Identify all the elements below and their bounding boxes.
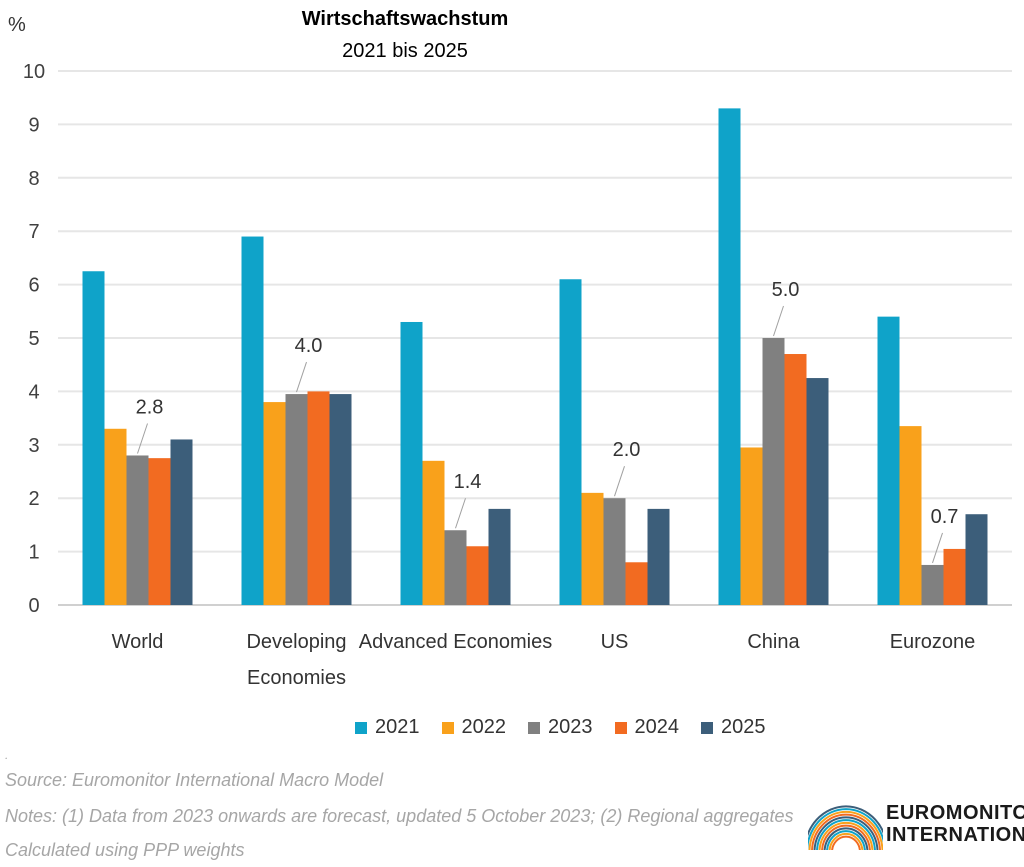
data-label: 0.7 <box>931 506 959 528</box>
legend-swatch <box>355 721 367 734</box>
logo-arc <box>806 808 886 853</box>
bar <box>126 455 149 605</box>
y-tick-label: 10 <box>23 61 45 83</box>
logo-arc-icon <box>803 805 889 853</box>
legend-item: 2025 <box>701 716 766 739</box>
x-category-label: Economies <box>247 667 346 689</box>
y-tick-label: 6 <box>28 275 39 297</box>
y-tick-label: 2 <box>28 488 39 510</box>
logo-arc <box>828 832 864 853</box>
footer-notes: Notes: (1) Data from 2023 onwards are fo… <box>5 806 794 826</box>
bar <box>444 530 467 605</box>
legend-swatch <box>701 721 713 734</box>
bar <box>921 564 944 605</box>
data-label: 4.0 <box>295 335 323 357</box>
bar <box>82 271 105 605</box>
x-category-label: China <box>747 631 800 653</box>
x-category-label: Advanced Economies <box>359 631 552 653</box>
bar <box>559 279 582 605</box>
logo-arc <box>821 824 871 853</box>
y-tick-label: 1 <box>28 542 39 564</box>
bar <box>329 394 352 605</box>
footer-calc: Calculated using PPP weights <box>5 840 245 860</box>
bar <box>263 402 286 605</box>
label-leader-line <box>137 423 148 454</box>
legend-item: 2024 <box>614 716 680 739</box>
x-category-label: Eurozone <box>890 631 976 653</box>
data-label: 1.4 <box>454 471 482 493</box>
bar <box>965 514 988 605</box>
legend-item: 2023 <box>528 716 593 739</box>
bar <box>285 394 308 605</box>
bar <box>148 458 171 605</box>
chart-title: Wirtschaftswachstum <box>301 8 509 30</box>
legend-swatch <box>614 721 627 734</box>
logo-arc <box>823 827 869 853</box>
x-category-label: World <box>112 631 164 653</box>
footer-dot: . <box>5 748 9 762</box>
label-leader-line <box>455 498 466 529</box>
logo-line1: EUROMONITOR <box>886 802 1024 824</box>
legend-item: 2022 <box>441 716 507 739</box>
bar <box>241 236 264 606</box>
label-leader-line <box>614 466 625 497</box>
bar <box>581 492 604 605</box>
bar <box>784 354 807 605</box>
x-category-label: Developing <box>246 631 346 653</box>
footer-source: Source: Euromonitor International Macro … <box>5 770 384 790</box>
y-tick-label: 5 <box>28 328 39 350</box>
legend-item: 2021 <box>355 716 420 739</box>
legend-label: 2023 <box>548 716 593 738</box>
y-tick-label: 4 <box>28 381 39 403</box>
legend-swatch <box>441 721 454 734</box>
legend-label: 2022 <box>461 716 507 738</box>
euromonitor-logo: EUROMONITOR INTERNATIONAL <box>803 800 1024 853</box>
bar <box>488 508 511 605</box>
legend-label: 2021 <box>375 716 420 738</box>
legend-swatch <box>528 721 540 734</box>
data-label: 5.0 <box>772 279 800 301</box>
data-label: 2.0 <box>613 439 641 461</box>
bar <box>740 447 763 605</box>
bar <box>466 546 489 605</box>
y-tick-label: 0 <box>28 595 39 617</box>
bar <box>718 108 741 605</box>
logo-arc <box>813 816 879 853</box>
bar <box>400 321 423 605</box>
bar <box>307 391 330 605</box>
label-leader-line <box>773 305 784 337</box>
bar <box>625 562 648 605</box>
bar-chart: 0 1 2 3 4 5 6 7 8 9 10 World Developing Economies Adva… <box>23 61 1012 689</box>
logo-arc <box>826 830 866 853</box>
logo-arc <box>831 835 861 853</box>
label-leader-line <box>932 532 943 564</box>
chart-subtitle: 2021 bis 2025 <box>342 40 468 62</box>
legend-label: 2025 <box>721 716 766 738</box>
chart-legend: 2021 2022 2023 2024 2025 <box>355 716 766 739</box>
logo-line2: INTERNATIONAL <box>886 824 1024 846</box>
bar <box>170 439 193 605</box>
legend-label: 2024 <box>634 716 680 738</box>
bar <box>899 426 922 605</box>
data-label: 2.8 <box>136 396 164 418</box>
bar <box>943 548 966 605</box>
bar <box>104 428 127 605</box>
bar <box>877 316 900 605</box>
bar <box>647 508 670 605</box>
bar <box>762 338 785 605</box>
label-leader-line <box>296 361 307 393</box>
y-axis-unit: % <box>8 14 26 36</box>
bar <box>603 498 626 605</box>
logo-arc <box>818 821 874 853</box>
x-category-label: US <box>601 631 629 653</box>
bar <box>422 460 445 605</box>
y-tick-label: 3 <box>28 435 39 457</box>
y-tick-label: 8 <box>28 168 39 190</box>
y-tick-label: 9 <box>28 114 39 136</box>
y-tick-label: 7 <box>28 221 39 243</box>
bar <box>806 378 829 605</box>
logo-arc <box>808 810 884 853</box>
logo-arc <box>816 819 876 853</box>
logo-arc <box>811 813 881 853</box>
